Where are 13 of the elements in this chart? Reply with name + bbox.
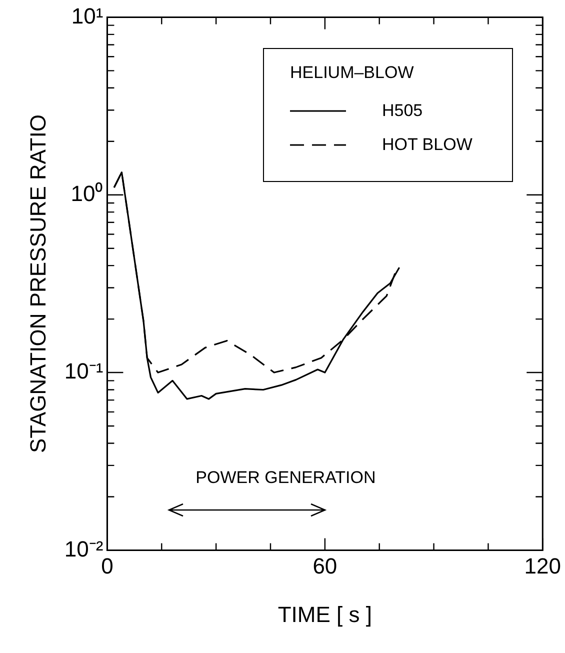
- legend-label: H505: [382, 101, 423, 121]
- x-tick-label: 60: [312, 553, 338, 578]
- annotation: POWER GENERATION: [196, 468, 376, 487]
- y-tick-label: 10¹: [71, 3, 104, 28]
- x-axis-title: TIME [ s ]: [278, 602, 372, 627]
- y-axis-title: STAGNATION PRESSURE RATIO: [25, 114, 50, 453]
- y-tick-label: 10⁻¹: [64, 358, 104, 384]
- x-tick-label: 0: [101, 553, 114, 578]
- legend-label: HOT BLOW: [382, 135, 472, 155]
- x-tick-label: 120: [524, 553, 562, 578]
- y-tick-label: 10⁻²: [64, 536, 104, 562]
- y-tick-label: 10⁰: [70, 180, 104, 206]
- legend-title: HELIUM–BLOW: [290, 63, 415, 83]
